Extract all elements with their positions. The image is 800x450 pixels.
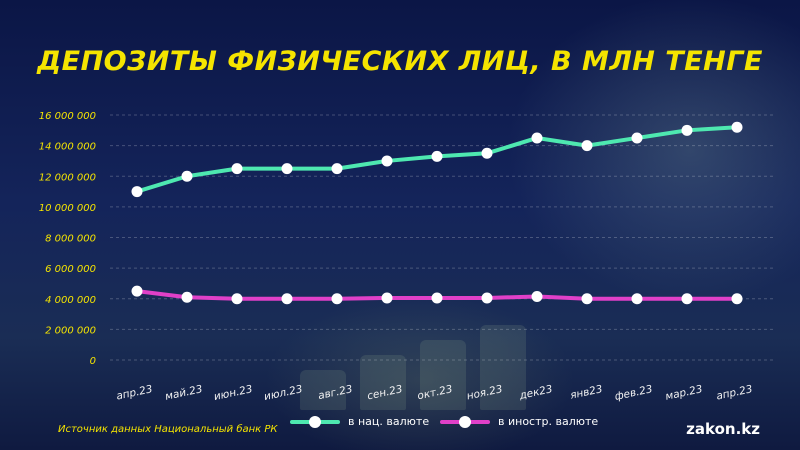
x-tick-label: сен.23	[366, 383, 404, 402]
legend-item-national: в нац. валюте	[290, 415, 429, 428]
x-tick-label: апр.23	[715, 383, 753, 402]
data-point	[581, 293, 593, 305]
x-tick-label: мар.23	[664, 383, 703, 403]
data-point	[231, 163, 243, 175]
data-point	[731, 293, 743, 305]
x-tick-label: апр.23	[115, 383, 153, 402]
brand-logo: zakon.kz	[686, 420, 760, 438]
data-point	[181, 170, 193, 182]
y-tick-label: 4 000 000	[45, 295, 96, 306]
data-point	[131, 186, 143, 198]
x-tick-label: июн.23	[213, 383, 254, 403]
data-point	[331, 293, 343, 305]
x-tick-label: дек23	[517, 383, 553, 402]
data-point	[131, 285, 143, 297]
data-point	[481, 147, 493, 159]
data-point	[381, 292, 393, 304]
x-tick-label: фев.23	[614, 383, 654, 403]
data-point	[281, 163, 293, 175]
y-tick-label: 10 000 000	[39, 203, 96, 214]
y-tick-label: 2 000 000	[45, 325, 96, 336]
x-tick-label: окт.23	[416, 383, 453, 402]
x-tick-label: июл.23	[263, 383, 304, 403]
y-tick-label: 8 000 000	[45, 234, 96, 245]
background-coins-decoration	[300, 320, 560, 410]
data-point	[581, 140, 593, 152]
x-tick-label: май.23	[164, 383, 204, 403]
data-point	[531, 132, 543, 144]
legend-label-foreign: в иностр. валюте	[498, 415, 599, 428]
y-tick-label: 0	[90, 356, 96, 367]
x-tick-label: ноя.23	[466, 383, 504, 402]
data-point	[281, 293, 293, 305]
data-point	[531, 290, 543, 302]
data-point	[231, 293, 243, 305]
data-point	[681, 124, 693, 136]
legend-label-national: в нац. валюте	[348, 415, 430, 428]
y-tick-label: 12 000 000	[39, 172, 96, 183]
data-point	[431, 150, 443, 162]
legend-swatch-foreign	[440, 415, 490, 428]
data-point	[381, 155, 393, 167]
y-tick-label: 6 000 000	[45, 264, 96, 275]
chart-title: ДЕПОЗИТЫ ФИЗИЧЕСКИХ ЛИЦ, В МЛН ТЕНГЕ	[37, 46, 763, 77]
y-tick-label: 14 000 000	[39, 142, 96, 153]
data-point	[181, 291, 193, 303]
legend-swatch-national	[290, 415, 340, 428]
data-source-note: Источник данных Национальный банк РК	[58, 424, 278, 435]
data-point	[631, 293, 643, 305]
data-point	[481, 292, 493, 304]
x-tick-label: янв23	[569, 383, 604, 402]
data-point	[331, 163, 343, 175]
x-tick-label: авг.23	[317, 383, 354, 402]
data-point	[431, 292, 443, 304]
data-point	[631, 132, 643, 144]
y-tick-label: 16 000 000	[39, 111, 96, 122]
data-point	[681, 293, 693, 305]
data-point	[731, 121, 743, 133]
legend-item-foreign: в иностр. валюте	[440, 415, 598, 428]
